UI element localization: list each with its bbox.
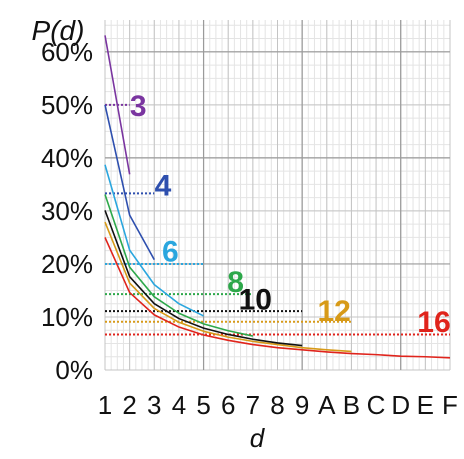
series-label-4: 4 — [155, 169, 172, 202]
series-line-6 — [104, 164, 204, 317]
x-tick-label: 9 — [295, 390, 309, 420]
y-tick-label: 60% — [41, 37, 93, 67]
series-line-3 — [104, 35, 131, 175]
x-tick-label: 3 — [147, 390, 161, 420]
series-line-8 — [104, 194, 254, 337]
series-label-10: 10 — [239, 283, 272, 316]
y-axis-label: P(d) — [32, 15, 85, 46]
y-tick-label: 50% — [41, 90, 93, 120]
x-tick-label: A — [318, 390, 336, 420]
y-tick-label: 20% — [41, 249, 93, 279]
series-line-12 — [104, 221, 352, 353]
series-label-16: 16 — [417, 306, 450, 339]
series-label-6: 6 — [162, 236, 179, 269]
reference-lines — [105, 103, 450, 336]
x-tick-label: 1 — [98, 390, 112, 420]
series-labels: 3 4 6 810 12 16 — [130, 90, 451, 339]
x-tick-label: E — [417, 390, 434, 420]
y-tick-labels: 0% 10% 20% 30% 40% 50% 60% — [41, 37, 93, 385]
x-axis-label: d — [250, 423, 266, 453]
y-tick-label: 30% — [41, 196, 93, 226]
x-tick-label: 4 — [172, 390, 186, 420]
series-line-16 — [104, 237, 451, 359]
x-tick-label: D — [391, 390, 410, 420]
series-label-8: 8 — [227, 266, 244, 299]
series-line-10 — [104, 210, 303, 347]
x-tick-label: B — [343, 390, 360, 420]
series-lines — [104, 35, 451, 359]
series-line-4 — [104, 104, 155, 261]
x-tick-label: 5 — [196, 390, 210, 420]
y-tick-label: 0% — [55, 355, 93, 385]
x-tick-label: F — [442, 390, 458, 420]
y-tick-label: 40% — [41, 143, 93, 173]
x-tick-label: 7 — [246, 390, 260, 420]
y-tick-label: 10% — [41, 302, 93, 332]
series-label-3: 3 — [130, 90, 147, 123]
x-tick-label: 6 — [221, 390, 235, 420]
series-label-12: 12 — [317, 295, 350, 328]
x-tick-label: 8 — [270, 390, 284, 420]
x-tick-label: 2 — [122, 390, 136, 420]
x-tick-label: C — [367, 390, 386, 420]
